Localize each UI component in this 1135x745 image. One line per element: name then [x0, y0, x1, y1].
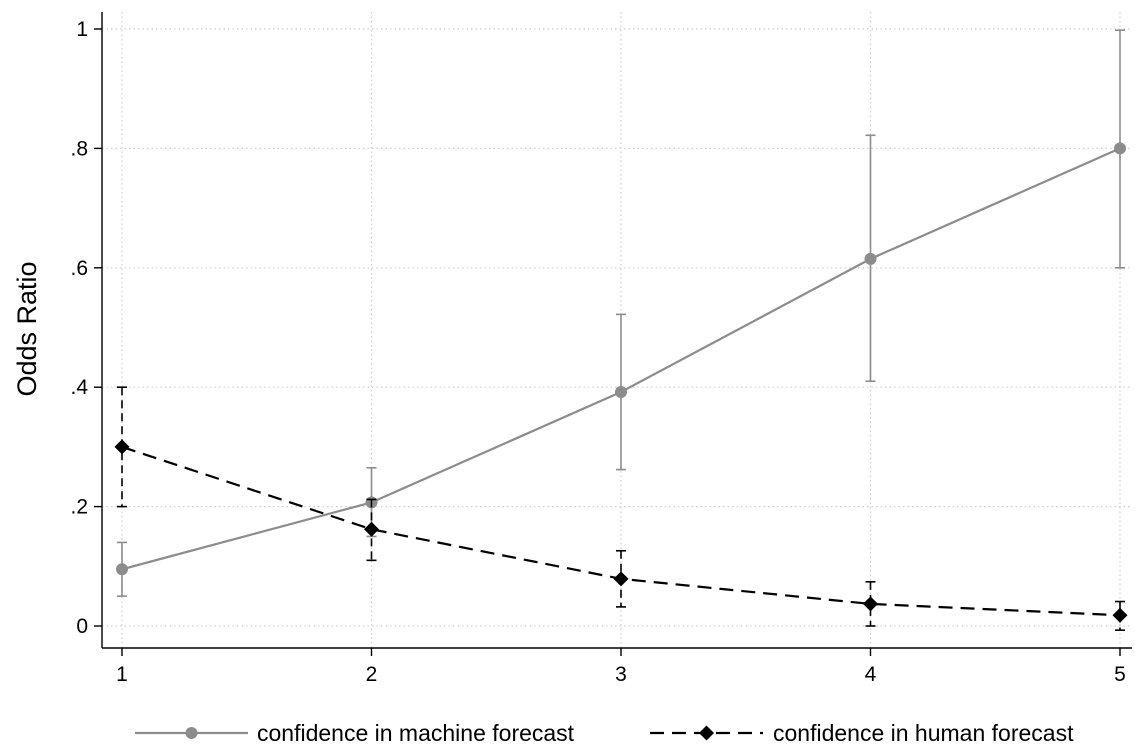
y-tick-label-3: .6	[70, 257, 88, 280]
legend: confidence in machine forecast confidence…	[135, 720, 1074, 745]
x-tick-label-4: 5	[1114, 663, 1126, 686]
series-1	[114, 386, 1128, 631]
series-1-point-2	[613, 571, 629, 587]
series-1-point-4	[1112, 607, 1128, 623]
y-tick-label-0: 0	[76, 615, 88, 638]
y-tick-label-2: .4	[70, 376, 88, 399]
series-0-point-2	[615, 385, 627, 398]
x-tick-label-0: 1	[116, 663, 128, 686]
series-0-point-4	[1114, 142, 1126, 155]
x-tick-label-1: 2	[366, 663, 378, 686]
axes-layer: 0 .2 .4 .6 .8 1 1 2 3 4 5	[70, 12, 1132, 686]
series-0-point-3	[864, 252, 877, 265]
series-1-point-3	[863, 596, 878, 612]
series-layer	[114, 29, 1128, 631]
y-tick-label-4: .8	[70, 137, 88, 160]
x-tick-label-3: 4	[865, 663, 877, 686]
grid-layer	[102, 12, 1132, 648]
y-tick-label-1: .2	[70, 496, 88, 519]
series-0-point-0	[116, 563, 128, 576]
legend-label-1: confidence in human forecast	[773, 720, 1074, 745]
legend-item-1: confidence in human forecast	[650, 720, 1074, 745]
y-axis-title: Odds Ratio	[12, 261, 42, 396]
series-0	[116, 29, 1126, 597]
x-tick-label-2: 3	[615, 663, 627, 686]
series-1-point-0	[114, 439, 130, 455]
series-1-point-1	[364, 521, 379, 537]
y-tick-label-5: 1	[76, 18, 88, 41]
legend-swatch-marker-1	[699, 725, 714, 741]
legend-label-0: confidence in machine forecast	[257, 720, 575, 745]
legend-swatch-marker-0	[185, 727, 198, 739]
legend-item-0: confidence in machine forecast	[135, 720, 575, 745]
